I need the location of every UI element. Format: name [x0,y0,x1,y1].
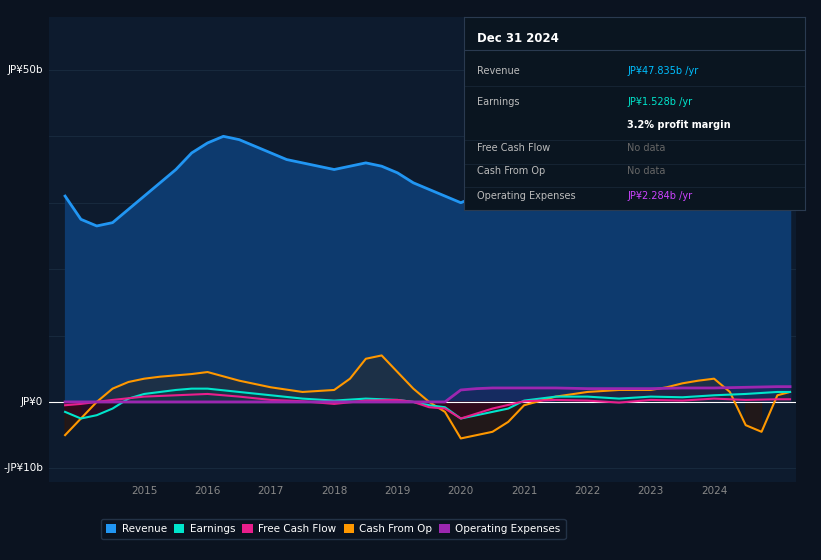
Text: No data: No data [627,166,666,176]
Text: JP¥1.528b /yr: JP¥1.528b /yr [627,97,693,107]
Text: 3.2% profit margin: 3.2% profit margin [627,120,731,130]
Text: JP¥2.284b /yr: JP¥2.284b /yr [627,192,693,202]
Text: Free Cash Flow: Free Cash Flow [478,143,551,153]
Legend: Revenue, Earnings, Free Cash Flow, Cash From Op, Operating Expenses: Revenue, Earnings, Free Cash Flow, Cash … [101,519,566,539]
Text: JP¥50b: JP¥50b [7,65,43,75]
Text: Earnings: Earnings [478,97,520,107]
Text: Revenue: Revenue [478,66,521,76]
Text: No data: No data [627,143,666,153]
Text: JP¥47.835b /yr: JP¥47.835b /yr [627,66,699,76]
Text: Operating Expenses: Operating Expenses [478,192,576,202]
Text: -JP¥10b: -JP¥10b [3,463,43,473]
Text: JP¥0: JP¥0 [21,397,43,407]
Text: Dec 31 2024: Dec 31 2024 [478,32,559,45]
Text: Cash From Op: Cash From Op [478,166,546,176]
